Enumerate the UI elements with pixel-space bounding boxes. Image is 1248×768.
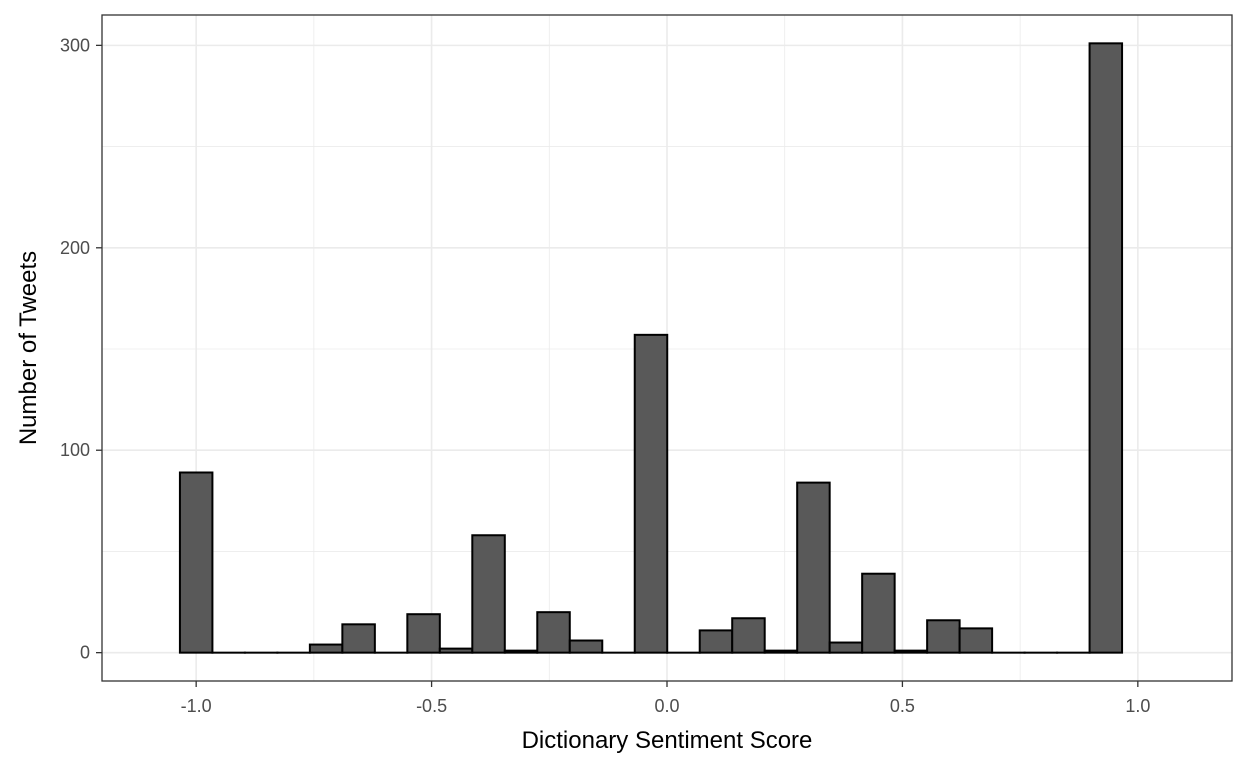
y-axis-title: Number of Tweets — [15, 251, 42, 445]
histogram-bar — [568, 639, 604, 654]
x-tick-label: -1.0 — [181, 696, 212, 716]
y-tick-label: 100 — [60, 440, 90, 460]
x-axis-title: Dictionary Sentiment Score — [522, 727, 813, 754]
histogram-bar — [763, 649, 799, 654]
histogram-bar — [308, 643, 344, 654]
y-axis: 0 100 200 300 — [60, 35, 102, 663]
histogram-bar — [633, 333, 669, 654]
histogram-bar — [503, 649, 539, 654]
histogram-bar — [438, 647, 474, 654]
x-tick-label: 0.0 — [654, 696, 679, 716]
histogram-bar — [731, 617, 766, 654]
histogram-bar — [796, 481, 831, 654]
bars-layer — [178, 42, 1124, 654]
histogram-bar — [958, 627, 994, 654]
histogram-bar — [926, 619, 961, 654]
y-tick-label: 200 — [60, 238, 90, 258]
histogram-bar — [861, 572, 896, 654]
histogram-bar — [471, 534, 506, 654]
y-tick-label: 300 — [60, 35, 90, 55]
x-tick-label: 0.5 — [890, 696, 915, 716]
histogram-bar — [341, 623, 376, 654]
histogram-bar — [698, 629, 734, 654]
histogram-bar — [893, 649, 929, 654]
histogram-bar — [1088, 42, 1124, 654]
histogram-bar — [536, 611, 571, 654]
histogram-bar — [828, 641, 864, 654]
histogram-bar — [178, 471, 214, 654]
histogram-bar — [406, 613, 441, 654]
x-tick-label: 1.0 — [1125, 696, 1150, 716]
x-axis: -1.0 -0.5 0.0 0.5 1.0 — [181, 681, 1150, 716]
y-tick-label: 0 — [80, 643, 90, 663]
x-tick-label: -0.5 — [416, 696, 447, 716]
